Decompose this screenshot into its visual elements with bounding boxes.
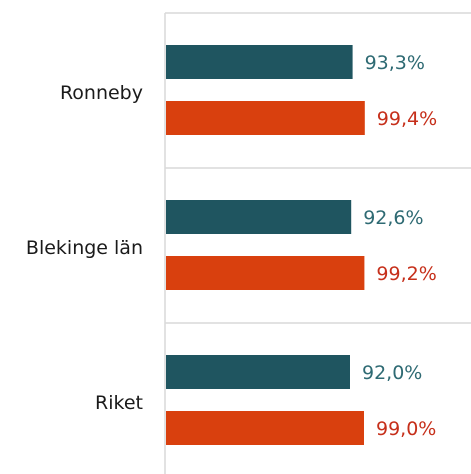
value-label: 93,3% (365, 52, 425, 74)
value-label: 99,4% (377, 108, 437, 130)
value-label: 92,0% (362, 362, 422, 384)
bar-1-0 (166, 45, 353, 79)
chart-grid (164, 12, 471, 474)
category-label: Blekinge län (26, 237, 143, 259)
value-label: 99,0% (376, 418, 436, 440)
value-label: 99,2% (376, 263, 436, 285)
category-label: Ronneby (60, 82, 143, 104)
bars (166, 45, 365, 445)
value-labels: 93,3% 99,4% 92,6% 99,2% 92,0% 99,0% (362, 52, 437, 440)
bar-1-2 (166, 355, 350, 389)
category-labels: Ronneby Blekinge län Riket (26, 82, 143, 414)
bar-1-1 (166, 200, 352, 234)
value-label: 92,6% (363, 207, 423, 229)
bar-2-2 (166, 411, 364, 445)
category-label: Riket (95, 392, 143, 414)
bar-2-0 (166, 101, 365, 135)
bar-2-1 (166, 256, 365, 290)
